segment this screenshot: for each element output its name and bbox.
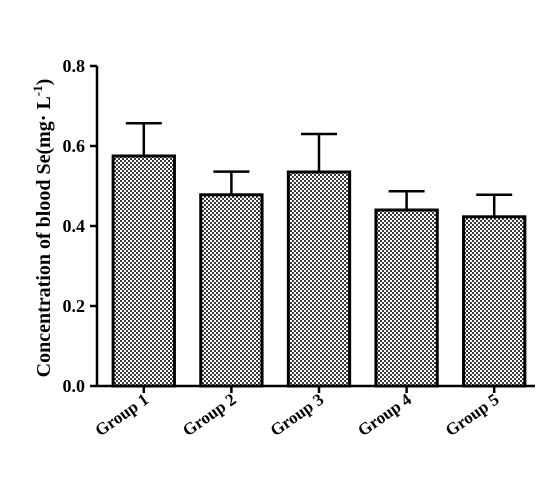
y-tick-label: 0.0 — [63, 376, 86, 396]
x-tick-label: Group 3 — [267, 390, 328, 440]
x-tick-label: Group 5 — [442, 390, 503, 440]
y-axis — [90, 64, 99, 388]
y-tick-label: 0.2 — [63, 296, 86, 316]
y-axis-title: Concentration of blood Se(mg· L-1) — [30, 79, 55, 378]
x-tick-label: Group 2 — [179, 390, 240, 440]
y-tick-label: 0.8 — [63, 56, 86, 76]
bar — [199, 193, 264, 388]
x-tick-labels: Group 1 Group 2 Group 3 Group 4 Group 5 — [92, 389, 503, 440]
bar — [374, 208, 439, 388]
y-tick-labels: 0.0 0.2 0.4 0.6 0.8 — [63, 56, 86, 396]
x-tick-label: Group 4 — [354, 389, 415, 440]
x-tick-label: Group 1 — [92, 390, 153, 440]
bar — [462, 215, 527, 388]
y-tick-label: 0.6 — [63, 136, 86, 156]
y-tick-label: 0.4 — [63, 216, 86, 236]
error-bars — [125, 121, 513, 217]
bar — [111, 154, 176, 388]
bar — [286, 170, 352, 388]
bars — [111, 154, 527, 388]
